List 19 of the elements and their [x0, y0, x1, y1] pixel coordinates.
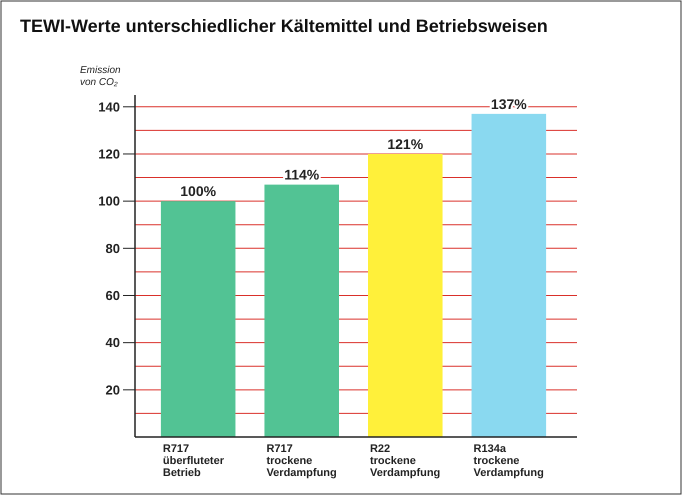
x-tick-label: R717 trockene Verdampfung — [266, 443, 337, 480]
y-tick-label: 100 — [98, 194, 120, 209]
annotation: 100% — [180, 183, 217, 200]
y-tick-label: 140 — [98, 99, 120, 114]
x-tick-label: R22 trockene Verdampfung — [370, 443, 440, 480]
bar — [160, 201, 236, 437]
x-tick-label: R134a trockene Verdampfung — [474, 443, 544, 480]
y-tick-label: 40 — [106, 335, 120, 350]
annotation: 121% — [387, 136, 424, 152]
y-tick-label: 80 — [106, 240, 120, 256]
bar — [368, 154, 443, 437]
chart-title: TEWI-Werte unterschiedlicher Kältemittel und Betriebsweisen — [20, 16, 548, 36]
bar — [264, 184, 339, 437]
y-axis-title: Emission von CO₂ — [80, 65, 122, 88]
x-tick-label: R717 überfluteter Betrieb — [162, 443, 225, 480]
y-tick-label: 20 — [106, 382, 120, 398]
bar — [472, 114, 546, 437]
y-tick-label: 60 — [106, 288, 120, 304]
y-tick-label: 120 — [98, 146, 120, 162]
